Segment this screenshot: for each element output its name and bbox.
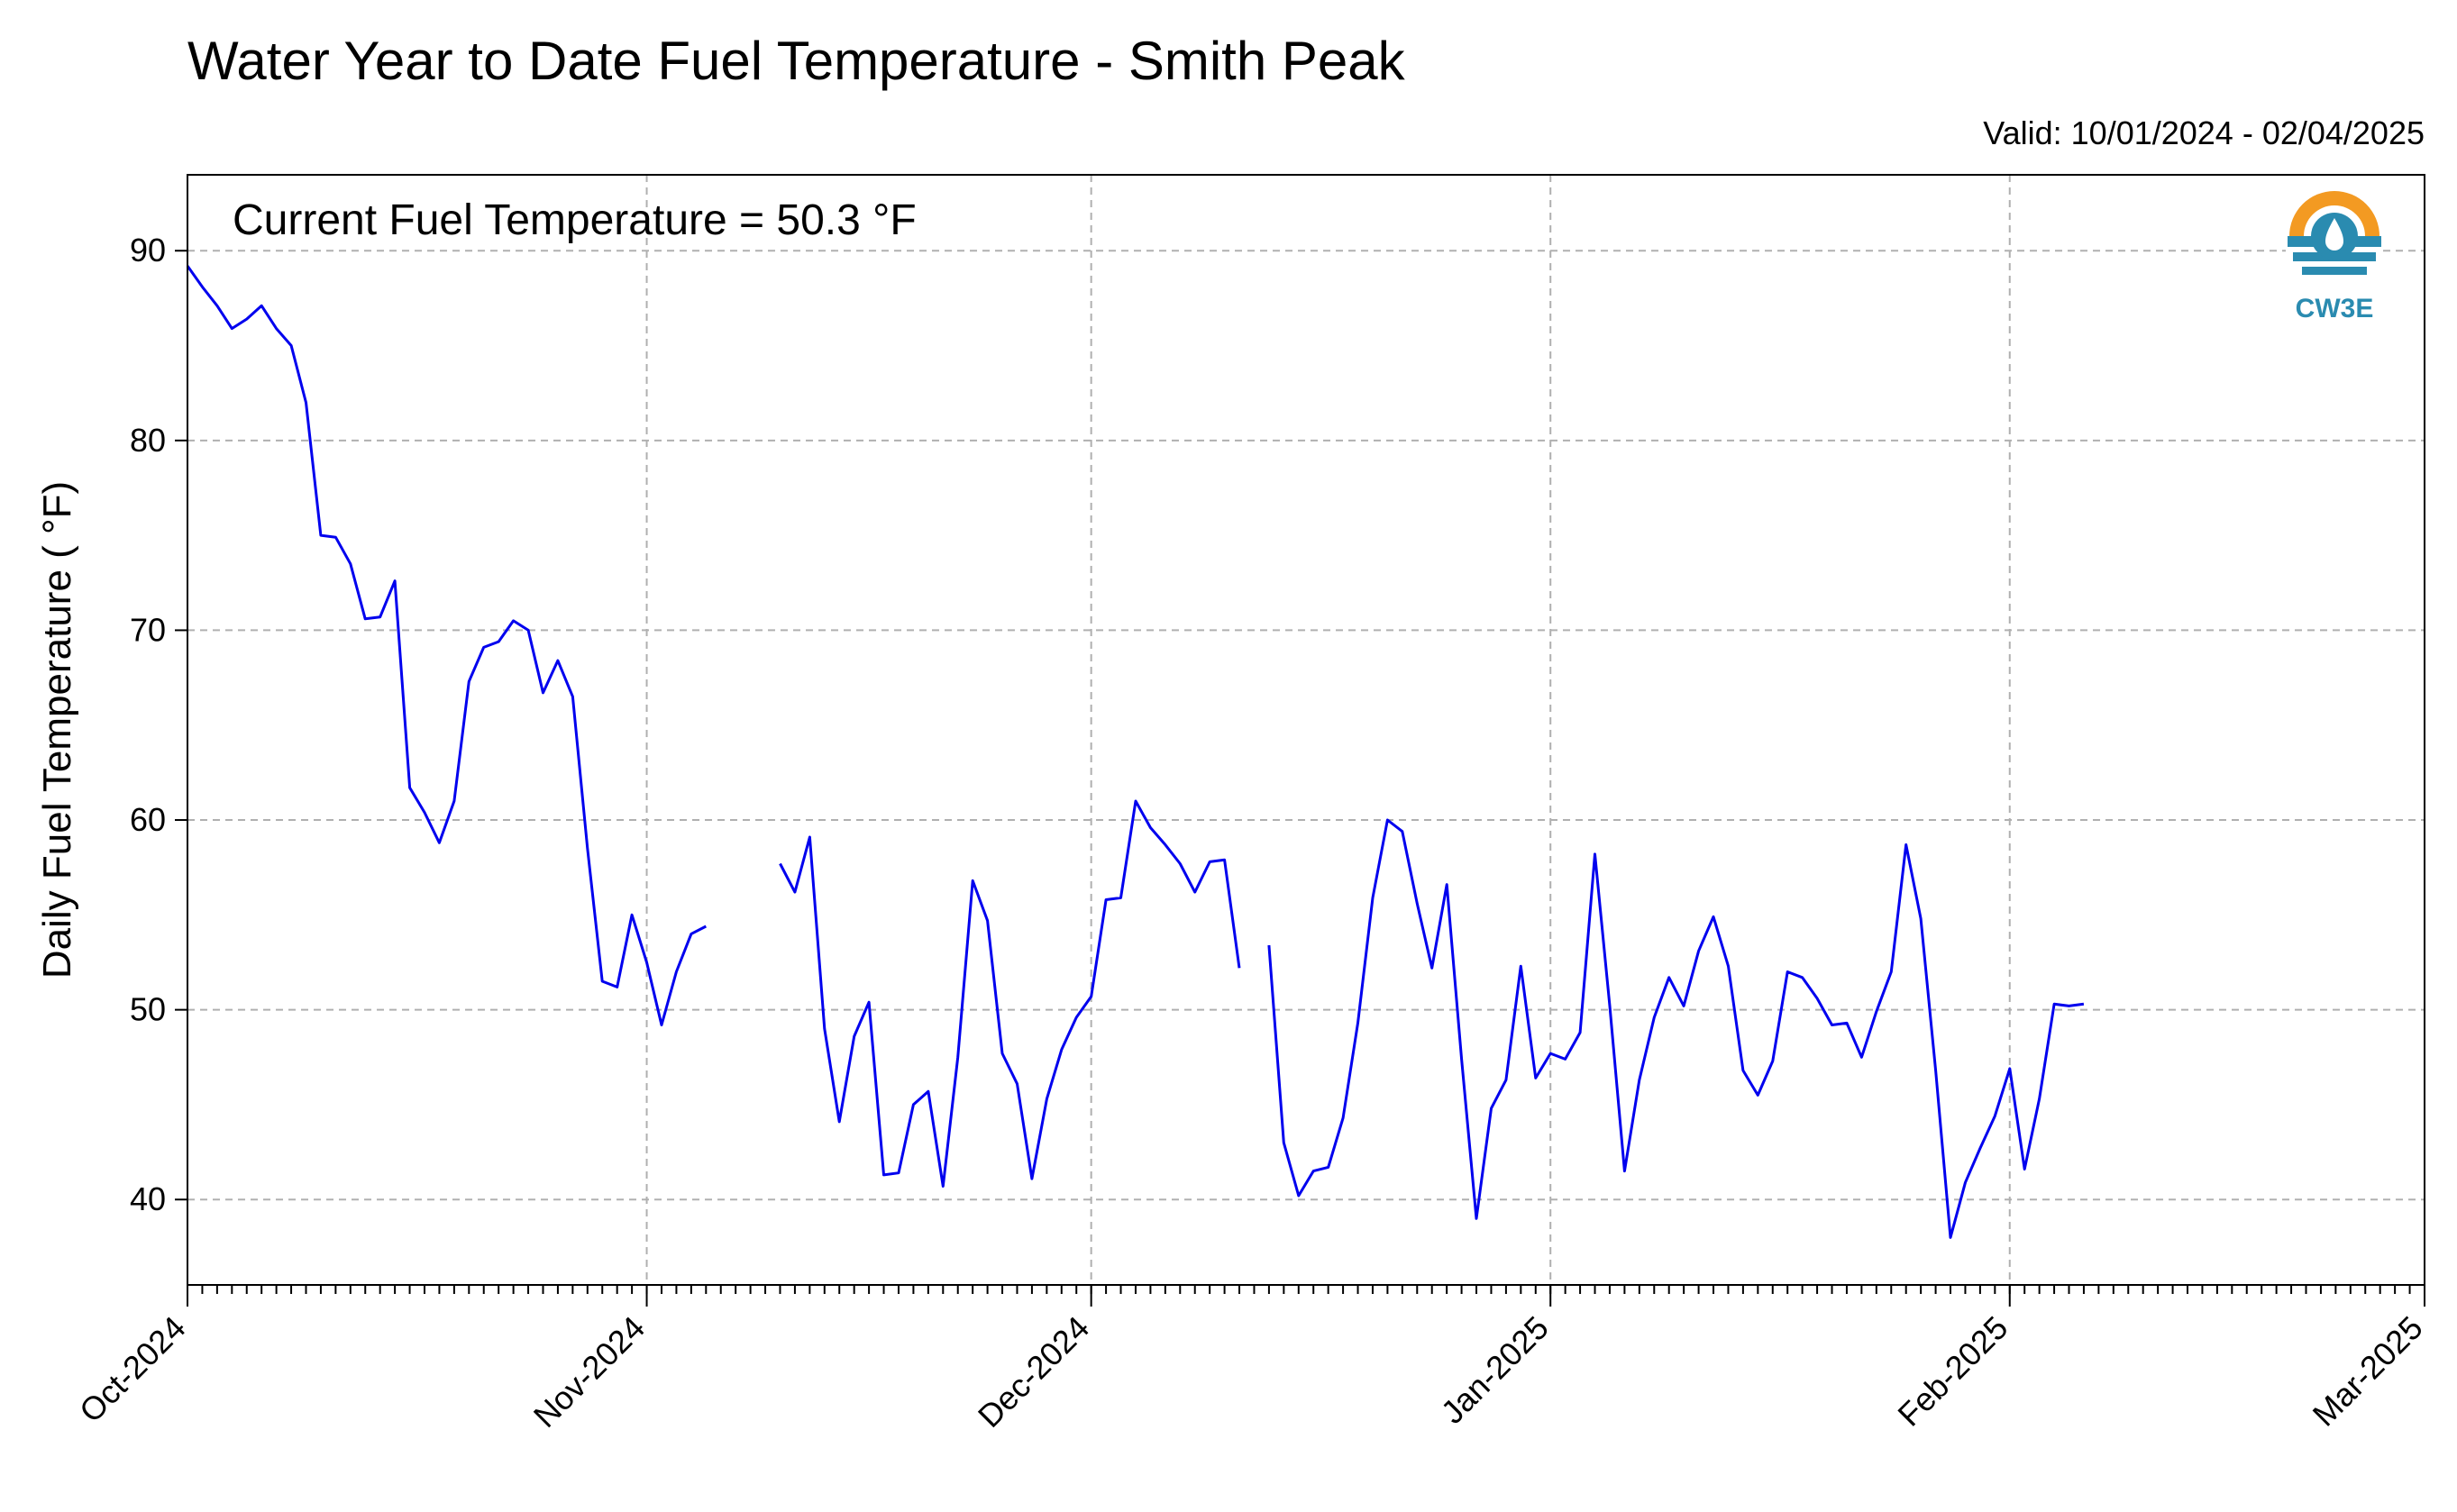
logo-text: CW3E — [2296, 294, 2374, 323]
x-tick-label: Nov-2024 — [526, 1309, 652, 1435]
plot-frame — [187, 174, 2425, 1286]
x-tick-label: Dec-2024 — [971, 1309, 1096, 1435]
y-tick-label: 50 — [130, 991, 166, 1028]
y-tick-label: 80 — [130, 422, 166, 459]
series-line — [186, 265, 2085, 1239]
y-tick-label: 90 — [130, 232, 166, 269]
y-axis-ticks: 40 50 60 70 80 90 — [130, 232, 187, 1217]
chart-title: Water Year to Date Fuel Temperature - Sm… — [187, 31, 1406, 91]
y-tick-label: 60 — [130, 801, 166, 838]
y-tick-label: 70 — [130, 611, 166, 648]
water-drop-icon — [2286, 191, 2383, 287]
data-series — [186, 265, 2085, 1239]
logo: CW3E — [2286, 191, 2383, 323]
x-tick-label: Oct-2024 — [72, 1309, 193, 1430]
y-tick-label: 40 — [130, 1180, 166, 1217]
current-value-annotation: Current Fuel Temperature = 50.3 °F — [233, 196, 917, 244]
chart-subtitle: Valid: 10/01/2024 - 02/04/2025 — [1983, 114, 2425, 151]
x-tick-label: Jan-2025 — [1434, 1309, 1556, 1431]
x-tick-label: Feb-2025 — [1890, 1309, 2014, 1434]
x-axis-ticks: Oct-2024 Nov-2024 Dec-2024 Jan-2025 Feb-2025… — [72, 1285, 2430, 1435]
x-tick-label: Mar-2025 — [2306, 1309, 2430, 1434]
grid-lines — [187, 175, 2425, 1285]
y-axis-label: Daily Fuel Temperature ( °F) — [35, 481, 79, 979]
